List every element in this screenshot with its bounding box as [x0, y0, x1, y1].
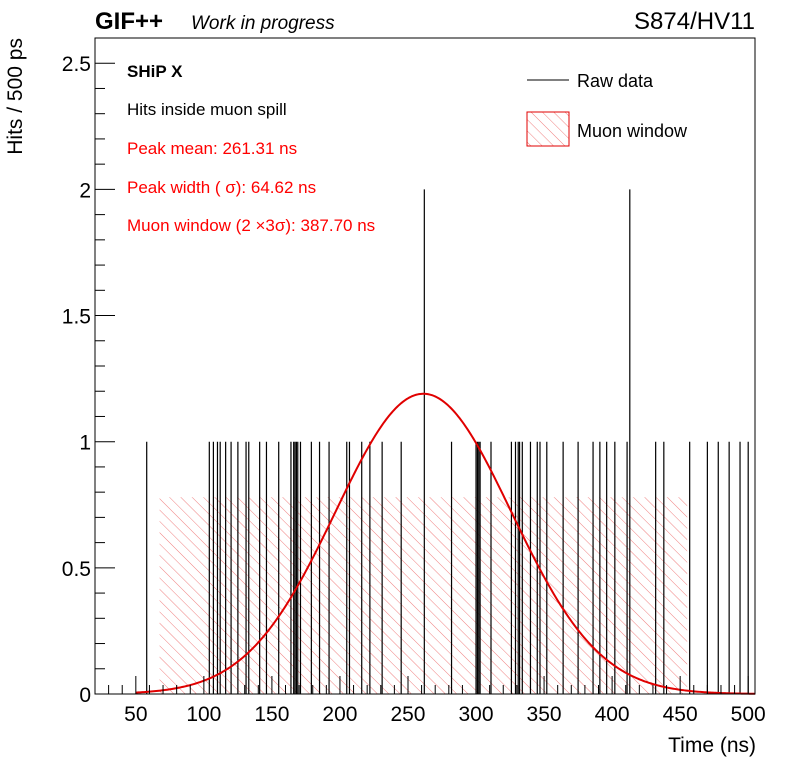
y-tick-label: 0: [79, 684, 91, 707]
legend: Raw data Muon window: [526, 71, 688, 147]
x-tick-label: 250: [390, 703, 425, 726]
gaussian-fit-curve: [135, 392, 756, 695]
raw-data-bars: [146, 189, 749, 694]
annotation-muon-window: Muon window (2 ×3σ): 387.70 ns: [127, 216, 375, 235]
x-tick-label: 150: [254, 703, 289, 726]
x-tick-label: 500: [731, 703, 766, 726]
y-tick-label: 0.5: [62, 558, 91, 581]
x-tick-label: 50: [124, 703, 147, 726]
x-tick-label: 300: [459, 703, 494, 726]
annotation-peak-mean: Peak mean: 261.31 ns: [127, 139, 297, 158]
legend-window-label: Muon window: [577, 121, 688, 141]
axes-layer: 50 100 150 200 250 300 350 400 450 500 0 0.5 1 1.5 2 2.…: [62, 53, 766, 726]
muon-window-band: [159, 497, 688, 694]
x-tick-label: 400: [595, 703, 630, 726]
x-tick-label: 350: [527, 703, 562, 726]
x-tick-label: 200: [322, 703, 357, 726]
annotation-peak-width: Peak width ( σ): 64.62 ns: [127, 178, 316, 197]
y-tick-label: 2: [79, 179, 91, 202]
x-axis-title: Time (ns): [668, 734, 756, 757]
x-tick-label: 100: [186, 703, 221, 726]
muon-window-layer: [159, 497, 688, 694]
y-tick-label: 1: [79, 432, 91, 455]
y-tick-label: 2.5: [62, 53, 91, 76]
y-tick-label: 1.5: [62, 306, 91, 329]
y-axis-title: Hits / 500 ps: [4, 38, 27, 155]
gaussian-fit-layer: [135, 392, 756, 695]
x-tick-label: 450: [663, 703, 698, 726]
experiment-title: GIF++: [95, 8, 163, 35]
legend-window-swatch: [526, 111, 570, 147]
run-label: S874/HV11: [634, 8, 755, 35]
status-label: Work in progress: [191, 13, 335, 34]
annotation-ship-x: SHiP X: [127, 62, 183, 81]
legend-raw-label: Raw data: [577, 71, 654, 91]
annotation-spill: Hits inside muon spill: [127, 100, 287, 119]
